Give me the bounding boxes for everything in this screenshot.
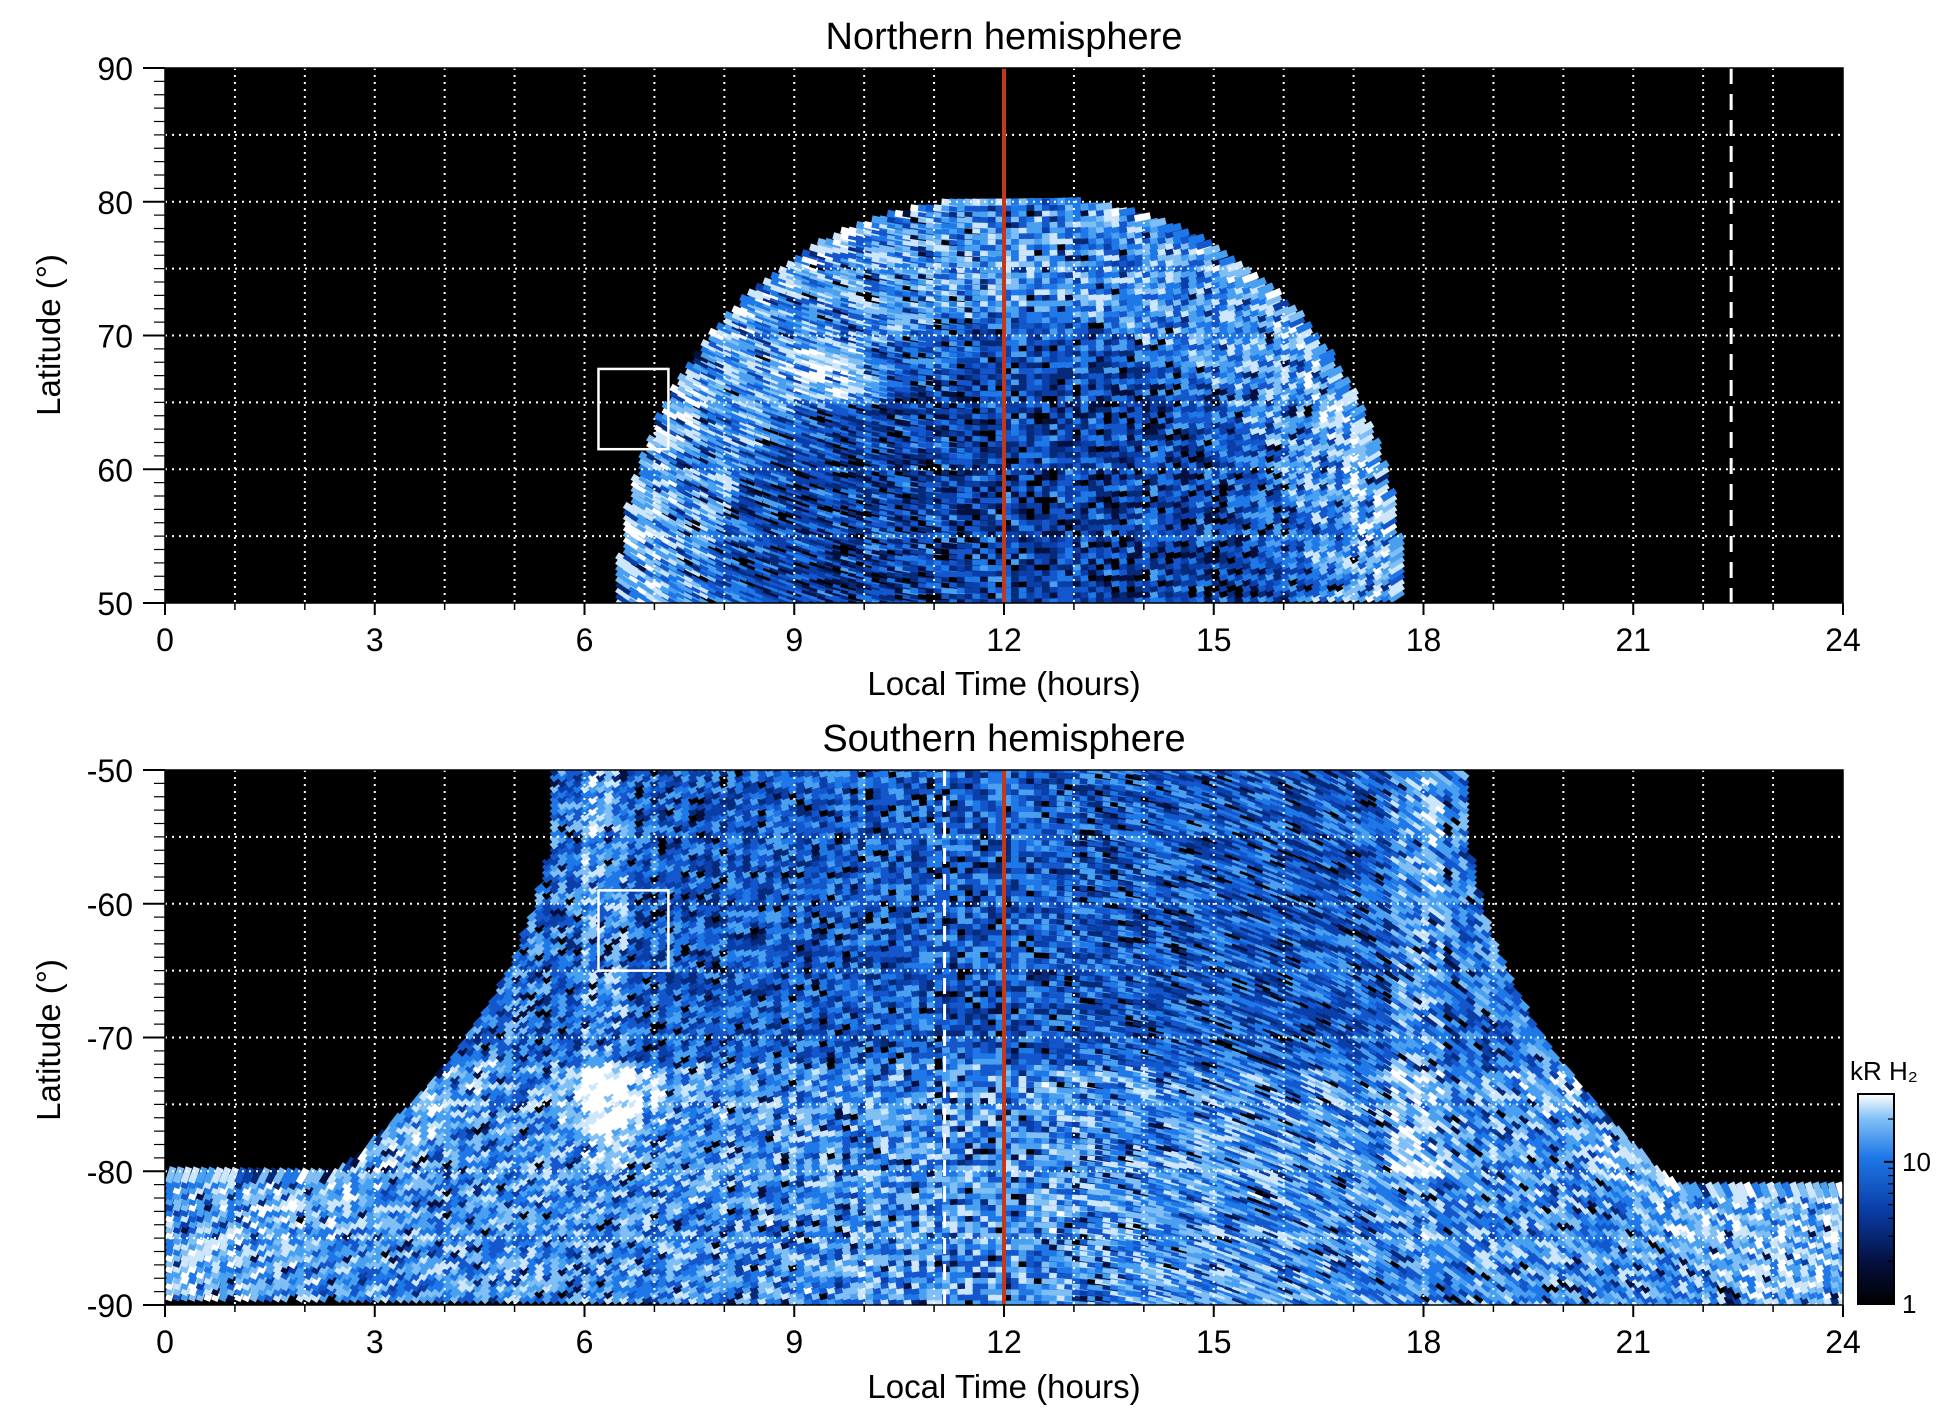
- emission-cell: [615, 580, 633, 595]
- emission-cell: [615, 586, 633, 601]
- north-emission-map: [615, 197, 1405, 603]
- emission-cell: [1387, 577, 1405, 592]
- north-title: Northern hemisphere: [826, 16, 1183, 58]
- emission-cell: [615, 597, 633, 603]
- north-panel: Northern hemisphere 0 3 6 9 12 15 18 21 24506070…: [30, 16, 1861, 702]
- emission-cell: [1387, 588, 1405, 603]
- emission-cell: [1387, 583, 1405, 598]
